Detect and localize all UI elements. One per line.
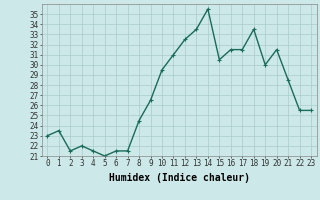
X-axis label: Humidex (Indice chaleur): Humidex (Indice chaleur)	[109, 173, 250, 183]
